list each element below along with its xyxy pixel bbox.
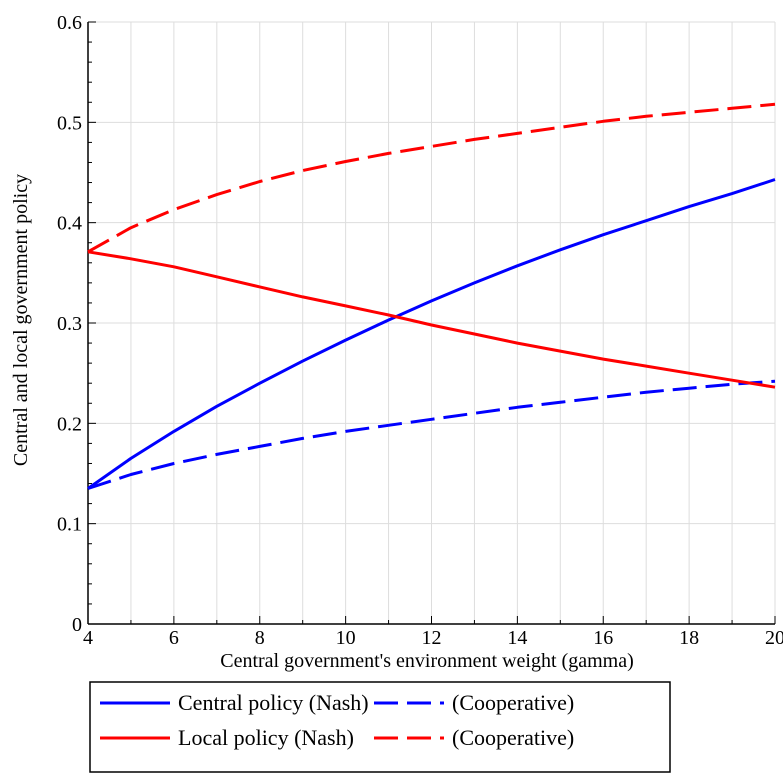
x-tick-label: 8 [255,627,265,649]
x-tick-label: 12 [422,627,442,649]
x-tick-label: 16 [593,627,613,649]
y-tick-label: 0.3 [57,313,82,335]
ticks: 4 6 8 10 12 14 16 18 20 0 0.1 0.2 0.3 0.4 0.5 0.6 [57,12,783,649]
legend-label-1: (Cooperative) [452,690,574,715]
x-tick-label: 18 [679,627,699,649]
grid [88,21,776,624]
legend-box [89,681,671,773]
series-line-1 [87,379,776,490]
y-tick-label: 0.1 [57,514,82,536]
series-line-0 [87,178,776,490]
x-tick-label: 20 [765,627,783,649]
x-tick-label: 10 [336,627,356,649]
y-tick-label: 0.5 [57,112,82,134]
legend: Central policy (Nash) (Cooperative) Local … [89,681,671,773]
y-tick-label: 0.2 [57,413,82,435]
series-line-2 [87,250,776,389]
x-tick-label: 6 [169,627,179,649]
x-tick-label: 4 [83,627,93,649]
y-axis-label: Central and local government policy [10,174,32,466]
y-tick-label: 0.6 [57,12,82,34]
legend-label-3: (Cooperative) [452,725,574,750]
x-axis-label: Central government's environment weight … [220,650,634,672]
x-tick-label: 14 [507,627,527,649]
y-tick-label: 0 [72,614,82,636]
series-lines [87,102,776,490]
legend-label-2: Local policy (Nash) [178,725,354,750]
legend-label-0: Central policy (Nash) [178,690,369,715]
y-tick-label: 0.4 [57,213,82,235]
